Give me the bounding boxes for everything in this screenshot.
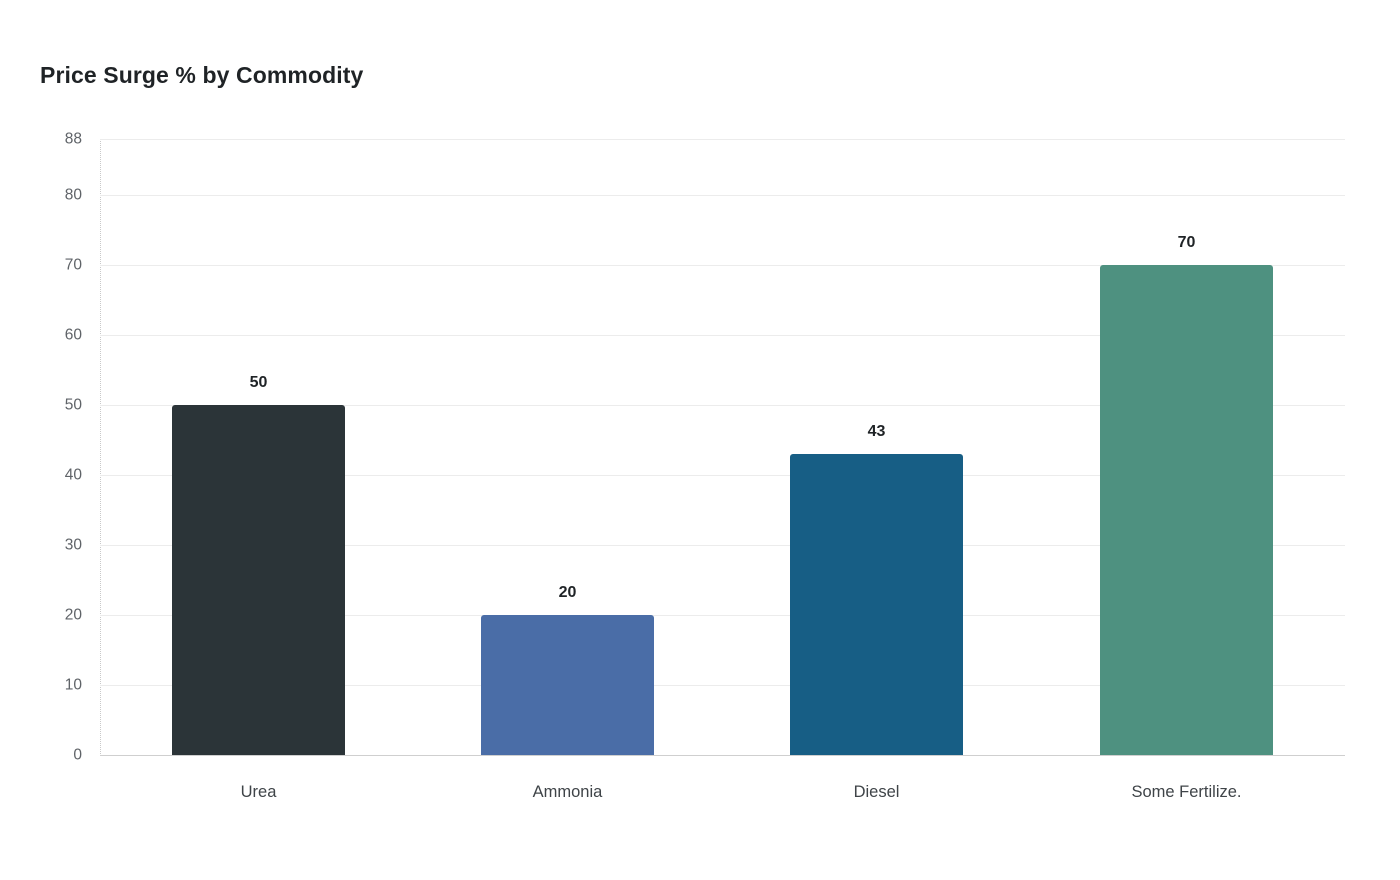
x-axis-category-label: Ammonia xyxy=(532,783,603,801)
plot-area xyxy=(100,139,1345,756)
axis-baseline xyxy=(100,755,1345,756)
bar[interactable] xyxy=(481,615,654,755)
y-axis-tick-label: 40 xyxy=(64,466,82,484)
y-axis-tick-label: 50 xyxy=(64,396,82,414)
gridline xyxy=(100,545,1345,546)
gridline xyxy=(100,615,1345,616)
y-axis-line xyxy=(100,139,101,756)
bar-value-label: 20 xyxy=(558,584,577,601)
y-axis-tick-label: 70 xyxy=(64,256,82,274)
x-axis-category-label: Urea xyxy=(240,783,277,801)
bar[interactable] xyxy=(790,454,963,755)
y-axis-tick-label: 80 xyxy=(64,186,82,204)
gridline xyxy=(100,685,1345,686)
bar[interactable] xyxy=(1100,265,1273,755)
gridline xyxy=(100,265,1345,266)
bar-value-label: 43 xyxy=(867,423,886,440)
gridline xyxy=(100,335,1345,336)
y-axis-tick-label: 60 xyxy=(64,326,82,344)
gridline xyxy=(100,139,1345,140)
bar-value-label: 50 xyxy=(249,374,268,391)
chart-title: Price Surge % by Commodity xyxy=(40,62,364,88)
x-axis-category-label: Diesel xyxy=(853,783,900,801)
x-axis-category-label: Some Fertilize. xyxy=(1131,783,1242,801)
gridline xyxy=(100,405,1345,406)
y-axis-tick-label: 88 xyxy=(64,130,82,148)
gridline xyxy=(100,195,1345,196)
bar-value-label: 70 xyxy=(1177,234,1196,251)
gridline xyxy=(100,475,1345,476)
y-axis-tick-label: 20 xyxy=(64,606,82,624)
y-axis-tick-label: 10 xyxy=(64,676,82,694)
bar[interactable] xyxy=(172,405,345,755)
y-axis-tick-label: 30 xyxy=(64,536,82,554)
y-axis-tick-label: 0 xyxy=(73,746,82,764)
